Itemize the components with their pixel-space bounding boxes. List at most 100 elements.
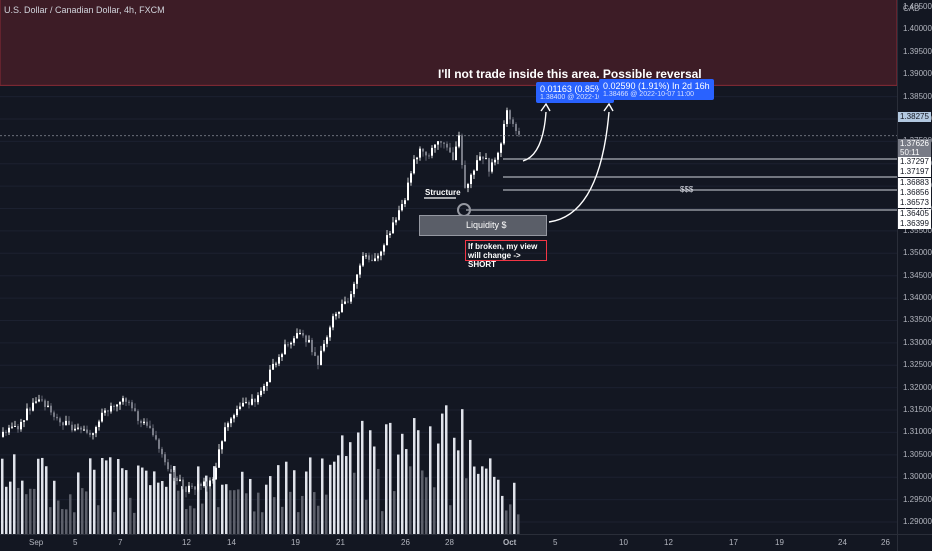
volume-bar [409,466,412,534]
price-tick-label: 1.40000 [903,24,932,34]
time-tick-label: 5 [553,538,558,547]
volume-bar [65,509,68,534]
candle-body [503,124,505,144]
volume-bar [89,458,92,534]
price-level-tag[interactable]: 1.37197 [898,167,931,177]
volume-bar [121,468,124,534]
liquidity-box[interactable]: Liquidity $ [419,215,547,236]
volume-bar [325,494,328,534]
price-level-tag[interactable]: 1.36399 [898,219,931,229]
volume-bar [85,491,88,534]
candle-body [332,316,334,328]
price-level-tag[interactable]: 1.38275 [898,112,931,122]
candle-body [380,251,382,256]
time-tick-label: 17 [729,538,738,547]
price-axis[interactable] [897,0,932,534]
volume-bar [117,459,120,534]
price-tick-label: 1.29000 [903,517,932,526]
no-trade-zone-note[interactable]: I'll not trade inside this area. Possibl… [438,67,702,81]
candle-body [263,385,265,391]
volume-bar [461,409,464,534]
candle-body [155,435,157,440]
volume-bar [465,478,468,534]
candle-body [17,425,19,430]
candle-body [122,398,124,402]
candle-body [359,265,361,275]
price-level-tag[interactable]: 1.37297 [898,157,931,167]
price-tick-label: 1.30500 [903,449,932,459]
volume-bar [181,486,184,534]
volume-bar [233,490,236,534]
volume-bar [489,458,492,534]
volume-bar [437,443,440,534]
volume-bar [45,466,48,534]
candle-body [317,355,319,365]
candle-body [446,143,448,148]
time-axis[interactable] [0,534,897,551]
candle-body [269,369,271,382]
candle-body [182,479,184,487]
volume-bar [321,458,324,534]
volume-bar [313,492,316,534]
candle-body [140,420,142,424]
candle-body [437,141,439,145]
volume-bar [393,491,396,534]
volume-bar [153,471,156,534]
bar-countdown: 50:11 [900,148,920,157]
candle-body [119,401,121,405]
time-tick-label: 26 [401,538,410,547]
volume-bar [37,458,40,534]
candle-body [476,160,478,171]
volume-bar [317,505,320,534]
volume-bar [445,405,448,534]
symbol-title[interactable]: U.S. Dollar / Canadian Dollar, 4h, FXCM [4,5,165,15]
candle-body [251,398,253,405]
price-tick-label: 1.35500 [903,225,932,235]
volume-bar [481,466,484,534]
volume-bar [457,450,460,534]
volume-bar [257,492,260,534]
candle-body [23,420,25,422]
candle-body [149,425,151,429]
time-tick-label: 7 [118,538,123,547]
candle-body [209,480,211,487]
axis-settings-corner[interactable] [897,534,932,551]
volume-bar [33,488,36,534]
liquidity-dollars-label[interactable]: $$$ [680,185,694,194]
volume-bar [289,491,292,534]
candle-body [5,431,7,433]
last-price-tag[interactable]: 1.37626 50:11 [898,139,931,157]
short-warning-note[interactable]: If broken, my view will change -> SHORT [465,240,547,269]
candle-body [257,395,259,403]
candle-body [452,152,454,161]
structure-label[interactable]: Structure [425,188,461,197]
time-tick-label: 5 [73,538,78,547]
measure-label-1[interactable]: 0.01163 (0.85%) 1.38400 @ 2022-10-... [536,82,615,103]
volume-bar [25,494,28,534]
volume-bar [145,470,148,534]
volume-bar [369,430,372,534]
candle-body [353,283,355,295]
volume-bar [1,458,4,534]
candle-body [44,400,46,407]
candle-body [230,418,232,424]
measure-label-2[interactable]: 0.02590 (1.91%) In 2d 16h 1.38466 @ 2022… [599,79,714,100]
candle-body [494,159,496,163]
price-level-tag[interactable]: 1.36405 [898,209,931,219]
volume-bar [21,480,24,534]
volume-bar [297,512,300,534]
candle-body [62,422,64,426]
candle-body [59,418,61,423]
candle-body [2,431,4,437]
price-level-tag[interactable]: 1.36573 [898,198,931,208]
candle-body [326,337,328,344]
candle-body [416,157,418,160]
candle-body [467,184,469,188]
candle-body [77,427,79,429]
price-level-tag[interactable]: 1.36856 [898,188,931,198]
volume-bar [141,467,144,534]
target-arrow-1 [522,111,547,162]
price-level-tag[interactable]: 1.36883 [898,178,931,188]
volume-bar [361,420,364,534]
